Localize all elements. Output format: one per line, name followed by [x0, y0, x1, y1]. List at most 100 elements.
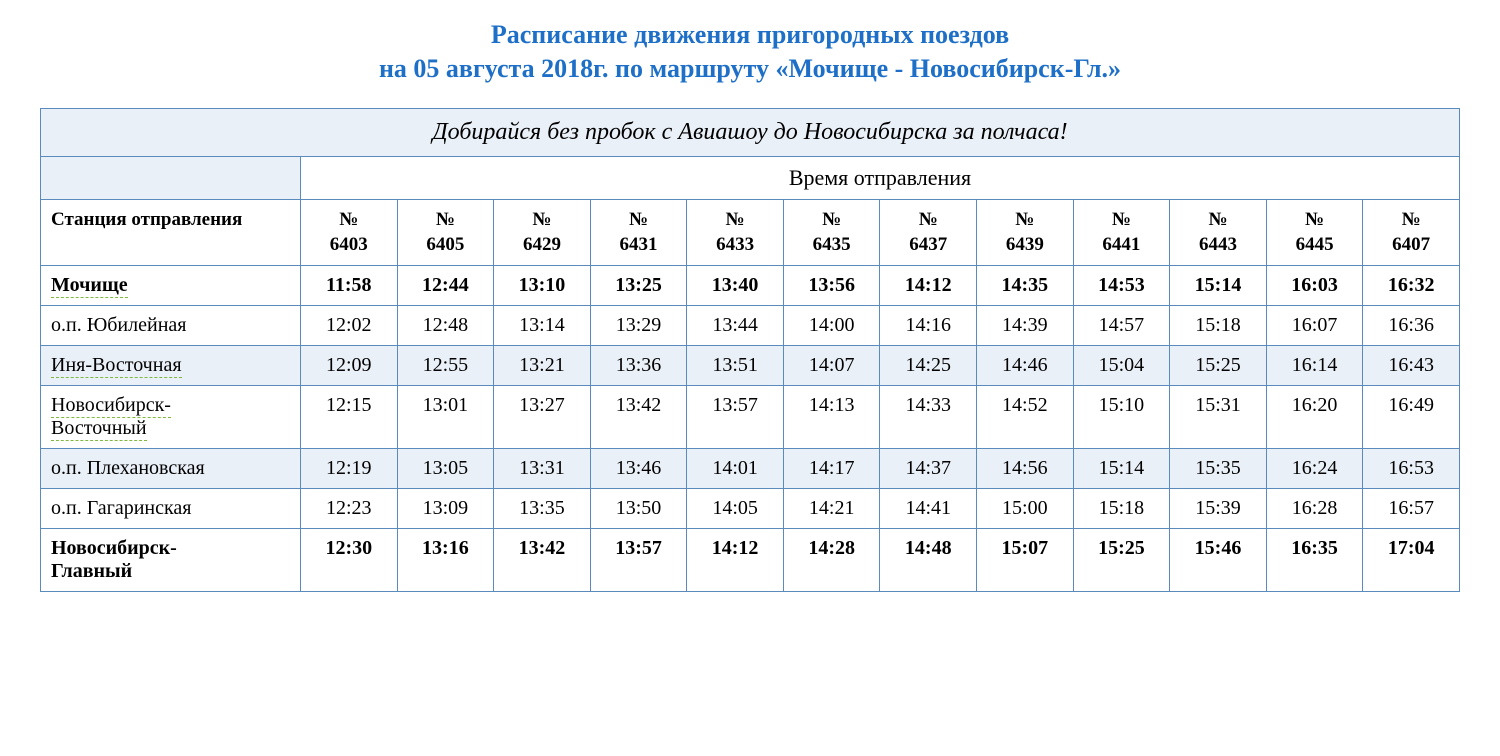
time-cell: 12:02: [301, 306, 398, 346]
time-cell: 13:57: [687, 386, 784, 449]
train-column-header: №6443: [1170, 200, 1267, 266]
banner-cell: Добирайся без пробок с Авиашоу до Новоси…: [41, 109, 1460, 157]
time-cell: 16:03: [1266, 266, 1363, 306]
time-cell: 14:52: [977, 386, 1074, 449]
time-cell: 14:05: [687, 489, 784, 529]
time-cell: 16:57: [1363, 489, 1460, 529]
time-cell: 16:49: [1363, 386, 1460, 449]
time-cell: 15:31: [1170, 386, 1267, 449]
time-cell: 15:14: [1170, 266, 1267, 306]
time-cell: 13:27: [494, 386, 591, 449]
train-column-header: №6403: [301, 200, 398, 266]
train-column-header: №6437: [880, 200, 977, 266]
time-cell: 13:05: [397, 449, 494, 489]
time-cell: 13:56: [783, 266, 880, 306]
train-column-header: №6429: [494, 200, 591, 266]
time-cell: 17:04: [1363, 529, 1460, 592]
time-cell: 14:12: [880, 266, 977, 306]
time-cell: 14:17: [783, 449, 880, 489]
time-cell: 13:51: [687, 346, 784, 386]
departure-time-header: Время отправления: [301, 157, 1460, 200]
time-cell: 15:14: [1073, 449, 1170, 489]
time-cell: 14:57: [1073, 306, 1170, 346]
table-row: Новосибирск-Главный12:3013:1613:4213:571…: [41, 529, 1460, 592]
station-column-header: Станция отправления: [41, 200, 301, 266]
time-cell: 15:46: [1170, 529, 1267, 592]
table-row: о.п. Юбилейная12:0212:4813:1413:2913:441…: [41, 306, 1460, 346]
time-cell: 11:58: [301, 266, 398, 306]
table-row: Новосибирск-Восточный12:1513:0113:2713:4…: [41, 386, 1460, 449]
time-cell: 13:46: [590, 449, 687, 489]
time-cell: 12:15: [301, 386, 398, 449]
time-cell: 15:00: [977, 489, 1074, 529]
time-cell: 13:25: [590, 266, 687, 306]
train-column-header: №6439: [977, 200, 1074, 266]
table-row: о.п. Гагаринская12:2313:0913:3513:5014:0…: [41, 489, 1460, 529]
time-cell: 14:33: [880, 386, 977, 449]
time-cell: 14:16: [880, 306, 977, 346]
station-name-cell: Мочище: [41, 266, 301, 306]
time-cell: 13:44: [687, 306, 784, 346]
train-column-header: №6433: [687, 200, 784, 266]
time-cell: 15:10: [1073, 386, 1170, 449]
time-cell: 13:31: [494, 449, 591, 489]
time-cell: 15:07: [977, 529, 1074, 592]
time-cell: 12:19: [301, 449, 398, 489]
train-column-header: №6445: [1266, 200, 1363, 266]
time-cell: 15:18: [1170, 306, 1267, 346]
train-column-header: №6441: [1073, 200, 1170, 266]
time-cell: 13:50: [590, 489, 687, 529]
time-cell: 13:57: [590, 529, 687, 592]
time-cell: 13:35: [494, 489, 591, 529]
time-cell: 15:25: [1073, 529, 1170, 592]
time-cell: 14:01: [687, 449, 784, 489]
time-cell: 16:53: [1363, 449, 1460, 489]
time-cell: 14:46: [977, 346, 1074, 386]
time-cell: 12:48: [397, 306, 494, 346]
time-cell: 14:21: [783, 489, 880, 529]
time-cell: 13:09: [397, 489, 494, 529]
time-cell: 14:39: [977, 306, 1074, 346]
time-cell: 13:40: [687, 266, 784, 306]
time-cell: 13:01: [397, 386, 494, 449]
time-cell: 16:36: [1363, 306, 1460, 346]
station-name-cell: о.п. Гагаринская: [41, 489, 301, 529]
empty-corner: [41, 157, 301, 200]
time-cell: 14:41: [880, 489, 977, 529]
time-cell: 12:09: [301, 346, 398, 386]
train-column-header: №6405: [397, 200, 494, 266]
time-cell: 15:18: [1073, 489, 1170, 529]
time-cell: 13:42: [494, 529, 591, 592]
time-cell: 15:35: [1170, 449, 1267, 489]
page-title-line2: на 05 августа 2018г. по маршруту «Мочище…: [40, 54, 1460, 84]
station-name-cell: о.п. Плехановская: [41, 449, 301, 489]
station-name-cell: Иня-Восточная: [41, 346, 301, 386]
table-row: Иня-Восточная12:0912:5513:2113:3613:5114…: [41, 346, 1460, 386]
train-column-header: №6431: [590, 200, 687, 266]
page-title-line1: Расписание движения пригородных поездов: [40, 20, 1460, 50]
time-cell: 13:21: [494, 346, 591, 386]
time-cell: 16:28: [1266, 489, 1363, 529]
time-cell: 16:35: [1266, 529, 1363, 592]
time-cell: 16:20: [1266, 386, 1363, 449]
train-column-header: №6435: [783, 200, 880, 266]
time-cell: 14:37: [880, 449, 977, 489]
time-cell: 15:25: [1170, 346, 1267, 386]
time-cell: 13:36: [590, 346, 687, 386]
time-cell: 13:42: [590, 386, 687, 449]
time-cell: 16:32: [1363, 266, 1460, 306]
station-name-cell: Новосибирск-Главный: [41, 529, 301, 592]
time-cell: 12:44: [397, 266, 494, 306]
time-cell: 14:00: [783, 306, 880, 346]
time-cell: 14:07: [783, 346, 880, 386]
time-cell: 12:23: [301, 489, 398, 529]
time-cell: 13:16: [397, 529, 494, 592]
time-cell: 13:29: [590, 306, 687, 346]
time-cell: 16:07: [1266, 306, 1363, 346]
time-cell: 16:24: [1266, 449, 1363, 489]
schedule-table: Добирайся без пробок с Авиашоу до Новоси…: [40, 108, 1460, 592]
table-row: о.п. Плехановская12:1913:0513:3113:4614:…: [41, 449, 1460, 489]
time-cell: 14:25: [880, 346, 977, 386]
table-row: Мочище11:5812:4413:1013:2513:4013:5614:1…: [41, 266, 1460, 306]
station-name-cell: о.п. Юбилейная: [41, 306, 301, 346]
